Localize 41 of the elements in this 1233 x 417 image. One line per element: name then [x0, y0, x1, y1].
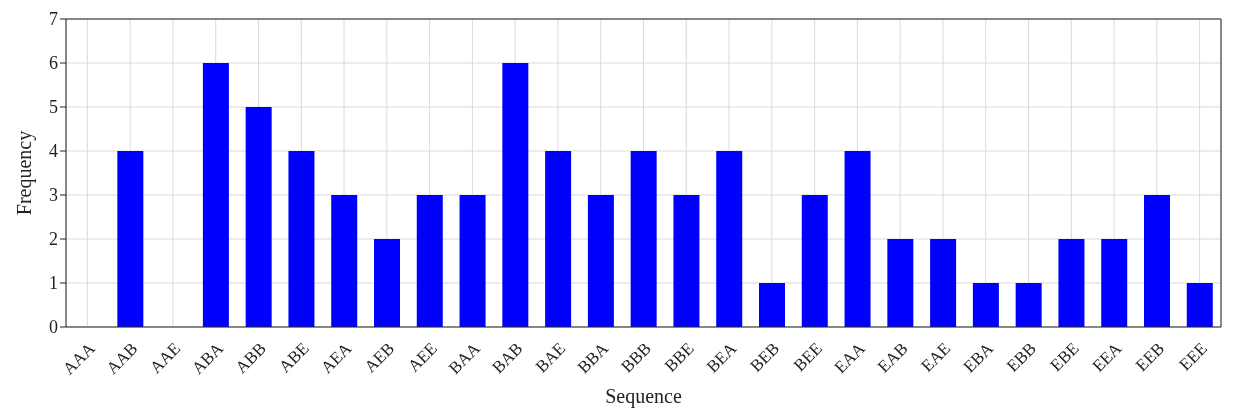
y-tick-label: 7	[49, 9, 58, 30]
bar	[416, 195, 443, 327]
y-tick-label: 0	[49, 317, 58, 338]
bar	[245, 107, 272, 327]
x-tick-label: EEE	[1175, 338, 1211, 375]
bar	[202, 63, 229, 327]
y-axis-title: Frequency	[13, 130, 37, 216]
x-axis-title: Sequence	[605, 385, 682, 408]
bar	[887, 239, 914, 327]
bar	[1186, 283, 1213, 327]
bar	[1101, 239, 1128, 327]
bar	[459, 195, 486, 327]
bar	[331, 195, 358, 327]
bar	[1144, 195, 1170, 327]
y-tick-label: 2	[49, 229, 58, 250]
bar	[1015, 283, 1042, 327]
bar	[502, 63, 529, 327]
bar	[1058, 239, 1085, 327]
bar	[545, 151, 572, 327]
x-tick-label: BEA	[702, 338, 741, 377]
bar	[972, 283, 999, 327]
bar	[930, 239, 957, 327]
y-tick-label: 1	[49, 273, 58, 294]
x-tick-label: EBB	[1003, 338, 1040, 376]
bar	[117, 151, 144, 327]
bar	[673, 195, 700, 327]
y-tick-label: 5	[49, 97, 58, 118]
bar	[801, 195, 828, 327]
bar	[630, 151, 657, 327]
x-tick-label: EEA	[1088, 338, 1126, 376]
x-tick-label: EEB	[1132, 338, 1169, 376]
bar	[759, 283, 785, 327]
bar	[716, 151, 743, 327]
y-tick-label: 6	[49, 53, 58, 74]
y-tick-label: 3	[49, 185, 58, 206]
bar	[374, 239, 400, 327]
bar	[587, 195, 614, 327]
x-tick-label: EBA	[959, 338, 998, 377]
bar	[844, 151, 871, 327]
y-tick-label: 4	[49, 141, 58, 162]
bar	[288, 151, 315, 327]
